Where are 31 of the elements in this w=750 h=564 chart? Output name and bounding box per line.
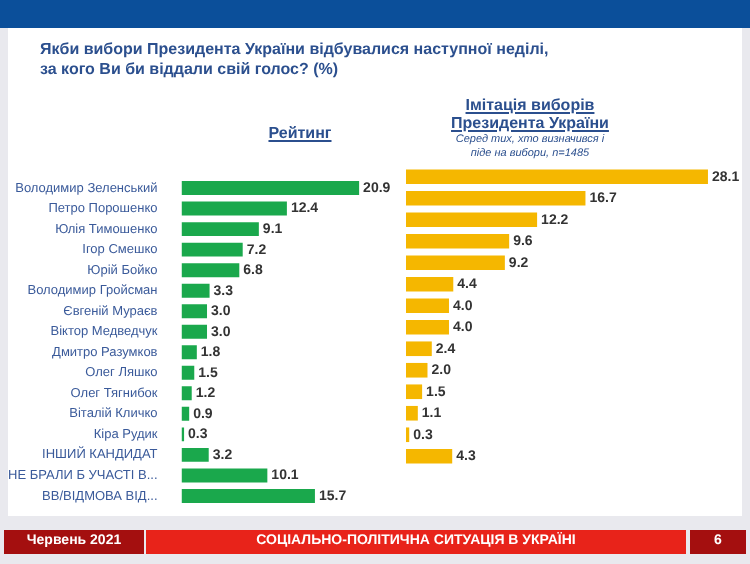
bar <box>181 283 210 298</box>
bar <box>406 233 510 249</box>
bar <box>406 298 449 314</box>
bar <box>181 304 208 319</box>
bar <box>406 190 586 206</box>
bar <box>181 201 287 216</box>
bar <box>181 324 208 339</box>
bar <box>406 448 453 464</box>
bar <box>406 255 505 271</box>
bar <box>181 345 197 360</box>
bar <box>406 276 454 292</box>
chart-title: Рейтинг <box>266 124 334 142</box>
bar <box>181 222 259 237</box>
bar <box>406 212 538 228</box>
bar <box>406 405 418 421</box>
bar <box>406 169 708 185</box>
bar <box>181 447 209 462</box>
bar <box>181 386 192 401</box>
bar <box>181 365 195 380</box>
chart-title: Імітація виборів Президента України <box>449 96 611 132</box>
bar <box>181 181 360 196</box>
bar <box>181 488 315 503</box>
bar <box>181 263 240 278</box>
bar <box>181 406 190 421</box>
bar <box>181 468 268 483</box>
text: Якби вибори Президента України відбувалися наступної неділі, за кого Ви би віддали свій голос? (%) <box>40 40 551 80</box>
bar <box>406 319 449 335</box>
bar <box>406 362 428 378</box>
bar <box>406 341 432 357</box>
bar <box>406 384 423 400</box>
bar <box>181 242 243 257</box>
